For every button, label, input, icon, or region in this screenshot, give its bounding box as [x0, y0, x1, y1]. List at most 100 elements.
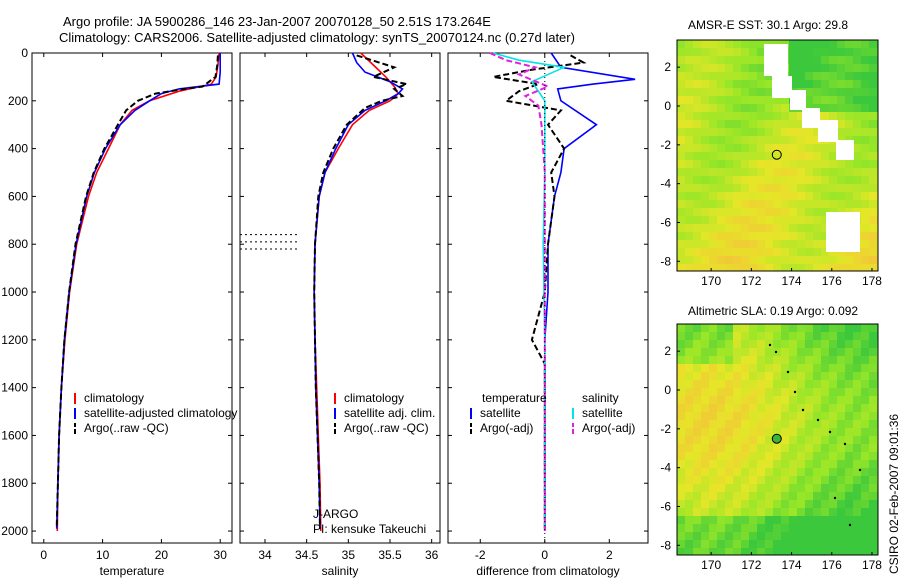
map-cell	[789, 460, 797, 468]
map-cell	[829, 168, 837, 176]
map-cell	[805, 128, 813, 136]
map-cell	[797, 56, 805, 64]
map-cell	[821, 396, 829, 404]
map-cell	[773, 420, 781, 428]
map-cell	[837, 388, 845, 396]
map-cell	[773, 184, 781, 192]
map-cell	[829, 412, 837, 420]
map-cell	[789, 532, 797, 540]
map-cell	[781, 548, 789, 555]
map-cell	[805, 548, 813, 555]
map-cell	[749, 348, 757, 356]
map-cell	[701, 332, 709, 340]
map-cell	[781, 492, 789, 500]
map-cell	[757, 200, 765, 208]
map-cell	[829, 80, 837, 88]
map-cell	[821, 248, 829, 256]
map-cell	[757, 40, 765, 48]
map-cell	[733, 492, 741, 500]
map-cell	[781, 436, 789, 444]
map-cell	[789, 160, 797, 168]
map-cell	[797, 348, 805, 356]
map-cell	[797, 64, 805, 72]
map-cell	[861, 120, 869, 128]
map-cell	[733, 96, 741, 104]
map-cell	[813, 88, 821, 96]
map-cell	[829, 380, 837, 388]
map-cell	[813, 96, 821, 104]
map-cell	[741, 484, 749, 492]
map-cell	[869, 540, 877, 548]
map-cell	[845, 532, 853, 540]
map-cell	[725, 492, 733, 500]
map-cell	[733, 224, 741, 232]
map-cell	[733, 524, 741, 532]
map-cell	[749, 208, 757, 216]
map-cell	[693, 468, 701, 476]
map-cell	[861, 412, 869, 420]
map-cell	[749, 248, 757, 256]
map-cell	[797, 168, 805, 176]
map-cell	[797, 524, 805, 532]
map-xtick-label: 170	[701, 274, 721, 288]
map-cell	[693, 348, 701, 356]
map-cell	[821, 388, 829, 396]
map-cell	[813, 80, 821, 88]
map-cell	[757, 248, 765, 256]
map-cell	[685, 144, 693, 152]
map-cell	[845, 40, 853, 48]
map-cell	[677, 160, 685, 168]
map-cell	[797, 492, 805, 500]
map-cell	[773, 476, 781, 484]
map-cell	[829, 72, 837, 80]
map-cell	[821, 152, 829, 160]
map-cell	[741, 404, 749, 412]
map-cell	[725, 412, 733, 420]
map-cell	[829, 548, 837, 555]
map-cell	[693, 396, 701, 404]
map-cell	[797, 436, 805, 444]
map-cell	[845, 380, 853, 388]
xtick-label: 35	[342, 548, 356, 562]
map-cell	[677, 208, 685, 216]
map-cell	[797, 40, 805, 48]
map-cell	[693, 540, 701, 548]
map-cell	[829, 476, 837, 484]
map-cell	[845, 388, 853, 396]
map-cell	[861, 40, 869, 48]
map-cell	[685, 348, 693, 356]
map-cell	[837, 356, 845, 364]
map-cell	[853, 136, 861, 144]
map-cell	[853, 540, 861, 548]
missing-data-patch	[836, 140, 854, 160]
map-cell	[693, 444, 701, 452]
map-cell	[733, 72, 741, 80]
map-cell	[725, 48, 733, 56]
map-cell	[701, 412, 709, 420]
coastline-dot	[833, 496, 837, 500]
map-cell	[685, 500, 693, 508]
map-cell	[677, 232, 685, 240]
map-cell	[677, 356, 685, 364]
coastline-dot	[816, 418, 820, 422]
map-cell	[845, 404, 853, 412]
map-cell	[677, 48, 685, 56]
map-cell	[725, 452, 733, 460]
map-cell	[813, 460, 821, 468]
map-cell	[693, 324, 701, 332]
title-line-1: Argo profile: JA 5900286_146 23-Jan-2007…	[63, 14, 491, 29]
side-label: CSIRO 02-Feb-2007 09:01:36	[887, 413, 900, 574]
map-cell	[845, 444, 853, 452]
map-cell	[693, 216, 701, 224]
map-cell	[805, 428, 813, 436]
map-cell	[749, 128, 757, 136]
map-cell	[685, 176, 693, 184]
map-cell	[701, 524, 709, 532]
map-cell	[725, 516, 733, 524]
map-cell	[757, 444, 765, 452]
map-cell	[853, 460, 861, 468]
map-cell	[757, 452, 765, 460]
map-cell	[821, 468, 829, 476]
map-cell	[805, 264, 813, 271]
map-cell	[709, 64, 717, 72]
